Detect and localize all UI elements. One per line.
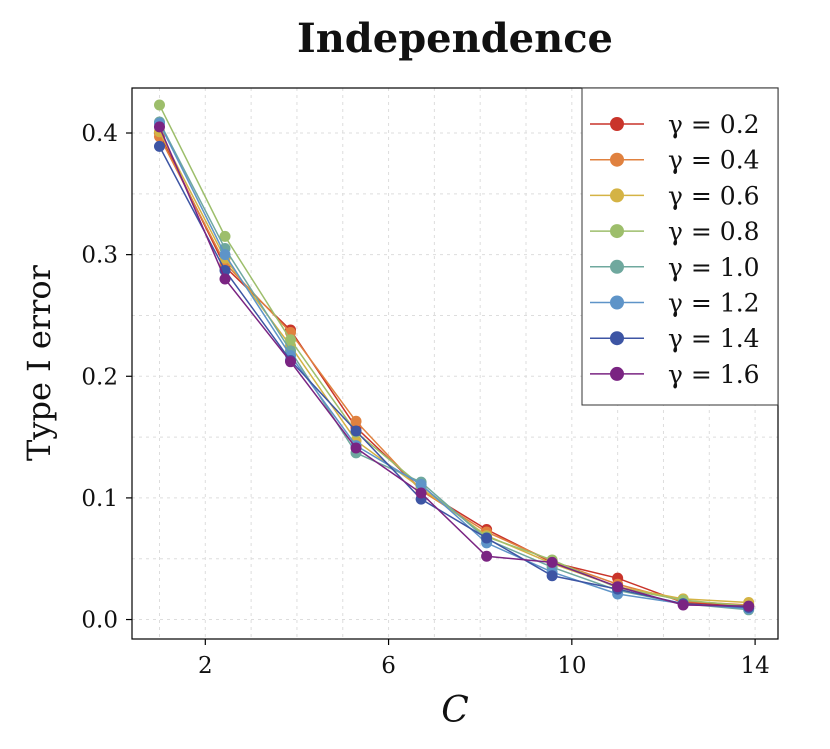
legend-marker — [610, 259, 624, 274]
chart-title: Independence — [297, 15, 613, 62]
axis-ticks: 2 6 10 14 0.0 0.1 0.2 0.3 0.4 — [81, 121, 769, 679]
x-axis-label: C — [441, 690, 469, 731]
y-axis-label: Type I error — [20, 264, 58, 461]
y-tick-label: 0.3 — [81, 243, 118, 269]
data-point — [677, 599, 689, 611]
series-layer — [153, 99, 755, 616]
legend-marker — [610, 188, 624, 203]
data-point — [153, 140, 165, 152]
x-tick-label: 2 — [198, 653, 213, 679]
data-point — [219, 273, 231, 285]
legend-marker — [610, 152, 624, 167]
legend-label: γ = 1.4 — [668, 324, 760, 353]
legend-label: γ = 1.6 — [668, 360, 760, 389]
legend-marker — [610, 366, 624, 381]
data-point — [481, 550, 493, 562]
y-tick-label: 0.2 — [81, 364, 118, 390]
series-line — [158, 126, 749, 607]
data-point — [546, 556, 558, 568]
data-point — [350, 425, 362, 437]
y-tick-label: 0.4 — [81, 121, 118, 147]
legend-marker — [610, 117, 624, 131]
legend-label: γ = 0.6 — [668, 181, 760, 210]
data-point — [612, 581, 624, 593]
data-point — [285, 334, 297, 346]
data-point — [481, 532, 493, 544]
x-tick-label: 14 — [740, 653, 769, 679]
legend-marker — [610, 295, 624, 310]
data-point — [285, 356, 297, 368]
data-point — [153, 121, 165, 133]
legend-label: γ = 0.4 — [668, 146, 760, 175]
legend-label: γ = 1.0 — [668, 253, 760, 282]
data-point — [546, 570, 558, 582]
legend-marker — [610, 224, 624, 239]
grid — [132, 88, 778, 639]
series-line — [158, 122, 749, 610]
data-point — [415, 479, 427, 491]
data-point — [350, 415, 362, 427]
y-tick-label: 0.0 — [81, 608, 118, 634]
data-point — [743, 600, 755, 612]
y-tick-label: 0.1 — [81, 486, 118, 512]
x-tick-label: 10 — [557, 653, 586, 679]
legend-frame — [581, 87, 779, 406]
legend-marker — [610, 331, 624, 346]
legend-label: γ = 1.2 — [668, 289, 760, 318]
legend-label: γ = 0.2 — [668, 110, 760, 139]
data-point — [153, 99, 165, 111]
data-point — [219, 249, 231, 261]
x-tick-label: 6 — [381, 653, 396, 679]
legend: γ = 0.2 γ = 0.4 γ = 0.6 γ = 0.8 γ = 1.0 γ = 1… — [581, 87, 779, 406]
legend-label: γ = 0.8 — [668, 217, 760, 246]
series-group — [153, 121, 755, 612]
data-point — [415, 487, 427, 499]
data-point — [350, 442, 362, 454]
data-point — [219, 230, 231, 242]
